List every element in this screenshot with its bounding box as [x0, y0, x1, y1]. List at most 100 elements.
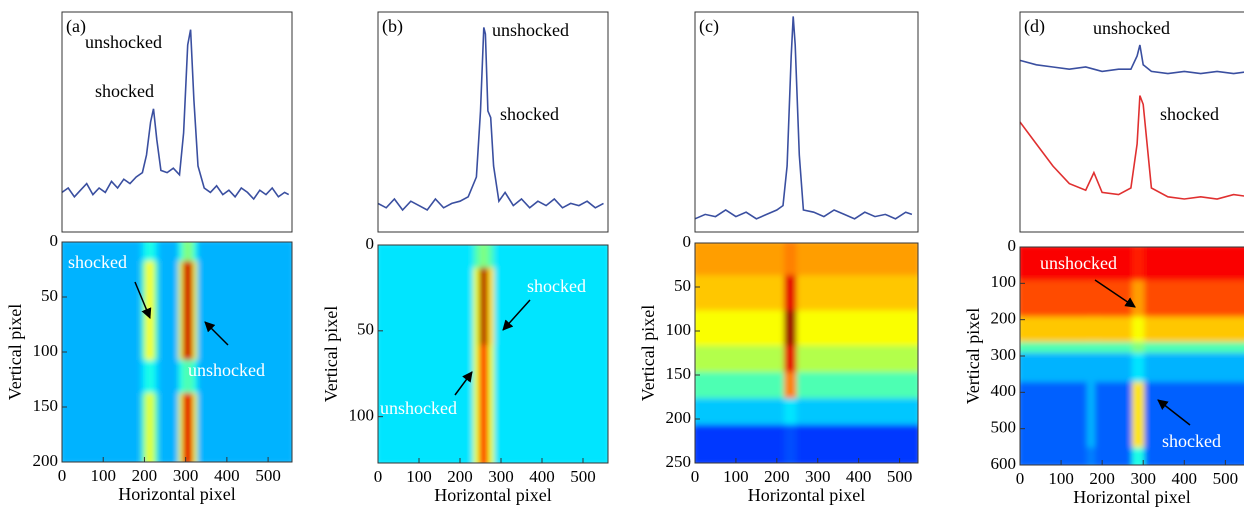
x-tick-label: 0 — [691, 467, 700, 486]
y-axis-label: Vertical pixel — [321, 306, 341, 402]
y-tick-label: 50 — [41, 286, 58, 305]
heat-cell — [796, 424, 918, 463]
profile-line — [694, 16, 913, 220]
y-axis-label: Vertical pixel — [638, 305, 658, 401]
heat-cell — [1095, 247, 1138, 287]
heat-cell — [796, 275, 918, 317]
x-tick-label: 300 — [805, 467, 831, 486]
heat-cell — [197, 261, 292, 366]
x-tick-label: 200 — [132, 466, 158, 485]
annotation-arrow — [1157, 399, 1191, 426]
y-tick-label: 100 — [991, 272, 1017, 291]
profile-line — [377, 27, 604, 212]
plot-frame — [61, 11, 293, 233]
heat-cell — [1020, 280, 1093, 323]
plot-frame — [377, 11, 609, 233]
x-tick-label: 100 — [723, 467, 749, 486]
x-tick-label: 400 — [846, 467, 872, 486]
plot-frame — [377, 244, 609, 464]
y-tick-label: 0 — [683, 232, 692, 251]
plot-frame — [1019, 11, 1244, 233]
x-tick-label: 300 — [488, 467, 514, 486]
x-tick-label: 500 — [887, 467, 913, 486]
heat-cell — [1020, 447, 1093, 465]
heat-cell — [1144, 247, 1244, 287]
x-tick-label: 0 — [58, 466, 67, 485]
annotation: unshocked — [1040, 253, 1117, 273]
y-tick-label: 100 — [33, 341, 59, 360]
annotation: shocked — [68, 252, 127, 272]
y-tick-label: 600 — [991, 454, 1017, 473]
heat-cell — [695, 275, 791, 317]
y-tick-label: 500 — [991, 418, 1017, 437]
y-tick-label: 100 — [666, 320, 692, 339]
profile-line — [1019, 95, 1244, 200]
x-tick-label: 200 — [1089, 469, 1115, 488]
heat-cell — [695, 243, 791, 282]
y-tick-label: 150 — [33, 396, 59, 415]
heatmap-cells — [695, 243, 918, 463]
x-tick-label: 400 — [1172, 469, 1198, 488]
y-tick-label: 300 — [991, 345, 1017, 364]
annotation-arrow — [1094, 279, 1136, 308]
x-axis-label: Horizontal pixel — [1073, 487, 1190, 507]
y-tick-label: 200 — [33, 451, 59, 470]
x-tick-label: 200 — [447, 467, 473, 486]
heat-cell — [796, 243, 918, 282]
annotation: shocked — [1162, 431, 1221, 451]
x-tick-label: 300 — [173, 466, 199, 485]
annotation: shocked — [1160, 104, 1219, 124]
panel-label: (a) — [66, 16, 86, 37]
y-tick-label: 200 — [991, 309, 1017, 328]
y-tick-label: 0 — [50, 231, 59, 250]
profile-line — [1019, 44, 1244, 75]
y-tick-label: 400 — [991, 381, 1017, 400]
x-tick-label: 200 — [764, 467, 790, 486]
x-tick-label: 100 — [90, 466, 116, 485]
plot-frame — [694, 242, 919, 464]
y-tick-label: 250 — [666, 452, 692, 471]
heat-cell — [378, 344, 480, 463]
heat-cell — [1020, 382, 1093, 454]
annotation: unshocked — [380, 398, 457, 418]
y-tick-label: 50 — [674, 276, 691, 295]
annotation: unshocked — [188, 360, 265, 380]
heat-cell — [1144, 382, 1244, 454]
heat-cell — [62, 360, 148, 399]
heat-cell — [62, 393, 148, 462]
annotation: unshocked — [1093, 18, 1170, 38]
profile-line — [61, 29, 290, 201]
heat-cell — [197, 360, 292, 399]
heat-cell — [62, 261, 148, 366]
x-tick-label: 100 — [1048, 469, 1074, 488]
y-tick-label: 150 — [666, 364, 692, 383]
annotation-arrow — [502, 299, 531, 331]
annotation: unshocked — [85, 32, 162, 52]
heat-cell — [1144, 280, 1244, 323]
panel-label: (b) — [382, 16, 403, 37]
x-tick-label: 300 — [1130, 469, 1156, 488]
heatmap-cells — [378, 245, 608, 463]
heat-cell — [695, 424, 791, 463]
heat-cell — [695, 310, 791, 352]
x-tick-label: 500 — [570, 467, 596, 486]
annotation: unshocked — [492, 20, 569, 40]
heat-cell — [1095, 280, 1138, 323]
panel-label: (c) — [699, 16, 719, 37]
y-tick-label: 50 — [357, 320, 374, 339]
heatmap — [378, 245, 608, 463]
annotation: shocked — [95, 81, 154, 101]
heat-cell — [1144, 447, 1244, 465]
heatmap-cells — [62, 242, 292, 462]
heatmap — [62, 242, 292, 462]
heat-cell — [493, 344, 608, 463]
annotation-arrow — [204, 321, 229, 346]
y-axis-label: Vertical pixel — [5, 304, 25, 400]
x-axis-label: Horizontal pixel — [434, 485, 551, 505]
heat-cell — [1095, 382, 1138, 454]
heat-cell — [796, 310, 918, 352]
heatmap — [1020, 247, 1244, 465]
x-tick-label: 400 — [529, 467, 555, 486]
annotation-arrow — [134, 281, 152, 319]
y-tick-label: 0 — [1008, 236, 1017, 255]
